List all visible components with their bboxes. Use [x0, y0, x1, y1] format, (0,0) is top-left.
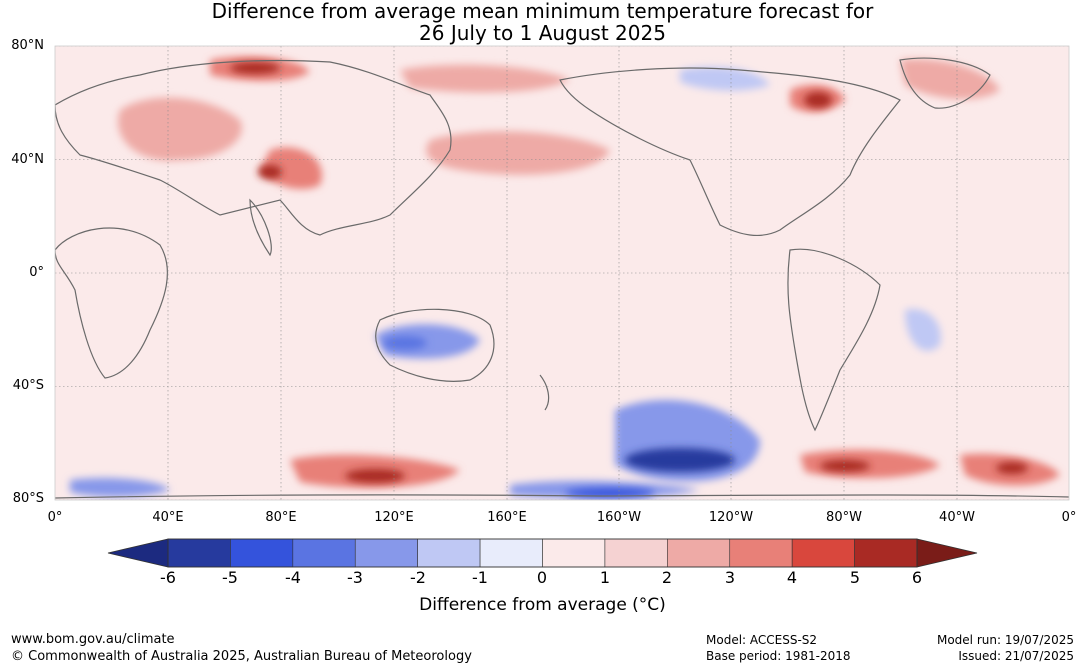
colorbar-tick: -5	[222, 568, 238, 587]
lat-label-80n: 80°N	[11, 38, 44, 53]
coast-north-america	[559, 67, 901, 236]
colorbar-tick: 5	[849, 568, 861, 587]
colorbar-swatch	[292, 538, 356, 568]
colorbar-swatch	[354, 538, 418, 568]
lon-label-160e: 160°E	[487, 510, 527, 525]
hot-core-north-siberia	[230, 62, 280, 74]
hot-core-caspian	[258, 165, 282, 179]
footer-model-info: Model: ACCESS-S2 Base period: 1981-2018	[706, 632, 851, 664]
lon-label-120e: 120°E	[374, 510, 414, 525]
model-name: Model: ACCESS-S2	[706, 633, 818, 647]
hot-core-atlantic	[996, 462, 1028, 474]
warm-anomaly-regions	[118, 56, 1060, 488]
cold-core-south-pacific	[625, 448, 735, 472]
title-line-1: Difference from average mean minimum tem…	[211, 0, 874, 23]
colorbar-swatches	[167, 538, 918, 568]
lat-label-40n: 40°N	[11, 152, 44, 167]
coastlines	[55, 57, 1069, 499]
base-period: Base period: 1981-2018	[706, 649, 851, 663]
colorbar-low-extend	[107, 538, 169, 568]
colorbar-swatch	[667, 538, 731, 568]
hot-core-south-indian	[345, 469, 405, 483]
lat-label-80s: 80°S	[12, 491, 44, 506]
hot-core-south-america	[820, 460, 870, 472]
coast-new-zealand	[539, 374, 550, 411]
colorbar-tick: 2	[661, 568, 673, 587]
coast-south-america	[787, 248, 881, 432]
lon-label-0-right: 0°	[1061, 510, 1077, 525]
warm-region-bering	[400, 64, 570, 93]
colorbar-tick: 0	[536, 568, 548, 587]
warm-region-north-pacific	[426, 131, 610, 175]
lat-label-40s: 40°S	[12, 378, 44, 393]
footer-left: www.bom.gov.au/climate © Commonwealth of…	[11, 631, 472, 665]
colorbar-high-extend	[916, 538, 978, 568]
coast-greenland	[899, 57, 991, 109]
copyright-text: © Commonwealth of Australia 2025, Austra…	[11, 649, 472, 664]
coast-india	[249, 198, 272, 257]
model-run-date: Model run: 19/07/2025	[936, 633, 1074, 647]
colorbar-swatch	[791, 538, 855, 568]
warm-region-europe-asia	[118, 97, 242, 161]
colorbar-swatch	[854, 538, 918, 568]
lon-label-40e: 40°E	[152, 510, 184, 525]
map-frame	[54, 45, 1070, 501]
colorbar-tick: -1	[472, 568, 488, 587]
lon-label-120w: 120°W	[708, 510, 754, 525]
colorbar-tick: 4	[786, 568, 798, 587]
colorbar-tick: 6	[911, 568, 923, 587]
lon-label-0-left: 0°	[47, 510, 63, 525]
colorbar-tick: -4	[285, 568, 301, 587]
colorbar-swatch	[230, 538, 294, 568]
coast-antarctica	[55, 494, 1069, 499]
colorbar-frame	[167, 538, 918, 568]
graticule	[55, 46, 1069, 500]
colorbar-tick: 1	[599, 568, 611, 587]
colorbar-tick: -3	[347, 568, 363, 587]
colorbar-swatch	[417, 538, 481, 568]
coast-eurasia	[55, 59, 452, 236]
colorbar-swatch	[729, 538, 793, 568]
lon-label-160w: 160°W	[596, 510, 642, 525]
colorbar-tick: -6	[160, 568, 176, 587]
lon-label-40w: 40°W	[939, 510, 975, 525]
colorbar-swatch	[167, 538, 231, 568]
cool-region-alaska	[680, 66, 770, 91]
cool-region-southern-indian	[70, 478, 170, 497]
website-link[interactable]: www.bom.gov.au/climate	[11, 632, 175, 647]
lon-label-80e: 80°E	[265, 510, 297, 525]
cool-region-south-america	[905, 309, 941, 351]
lat-label-equator: 0°	[29, 265, 44, 280]
hot-anomaly-cores	[230, 62, 1028, 483]
coast-africa	[55, 227, 168, 379]
title-line-2: 26 July to 1 August 2025	[419, 21, 666, 45]
lon-label-80w: 80°W	[826, 510, 862, 525]
issued-date: Issued: 21/07/2025	[958, 649, 1074, 663]
coast-australia	[375, 308, 495, 382]
colorbar-tick: -2	[410, 568, 426, 587]
colorbar-swatch	[542, 538, 606, 568]
map-title: Difference from average mean minimum tem…	[0, 0, 1085, 44]
warm-region-central-asia	[260, 147, 322, 190]
colorbar-label: Difference from average (°C)	[419, 595, 666, 615]
colorbar-swatch	[604, 538, 668, 568]
cool-region-australia	[375, 324, 480, 359]
colorbar-swatch	[479, 538, 543, 568]
warm-region-greenland	[900, 59, 1000, 100]
footer-dates: Model run: 19/07/2025 Issued: 21/07/2025	[937, 632, 1074, 664]
colorbar-tick: 3	[724, 568, 736, 587]
hot-core-hudson	[804, 92, 832, 108]
